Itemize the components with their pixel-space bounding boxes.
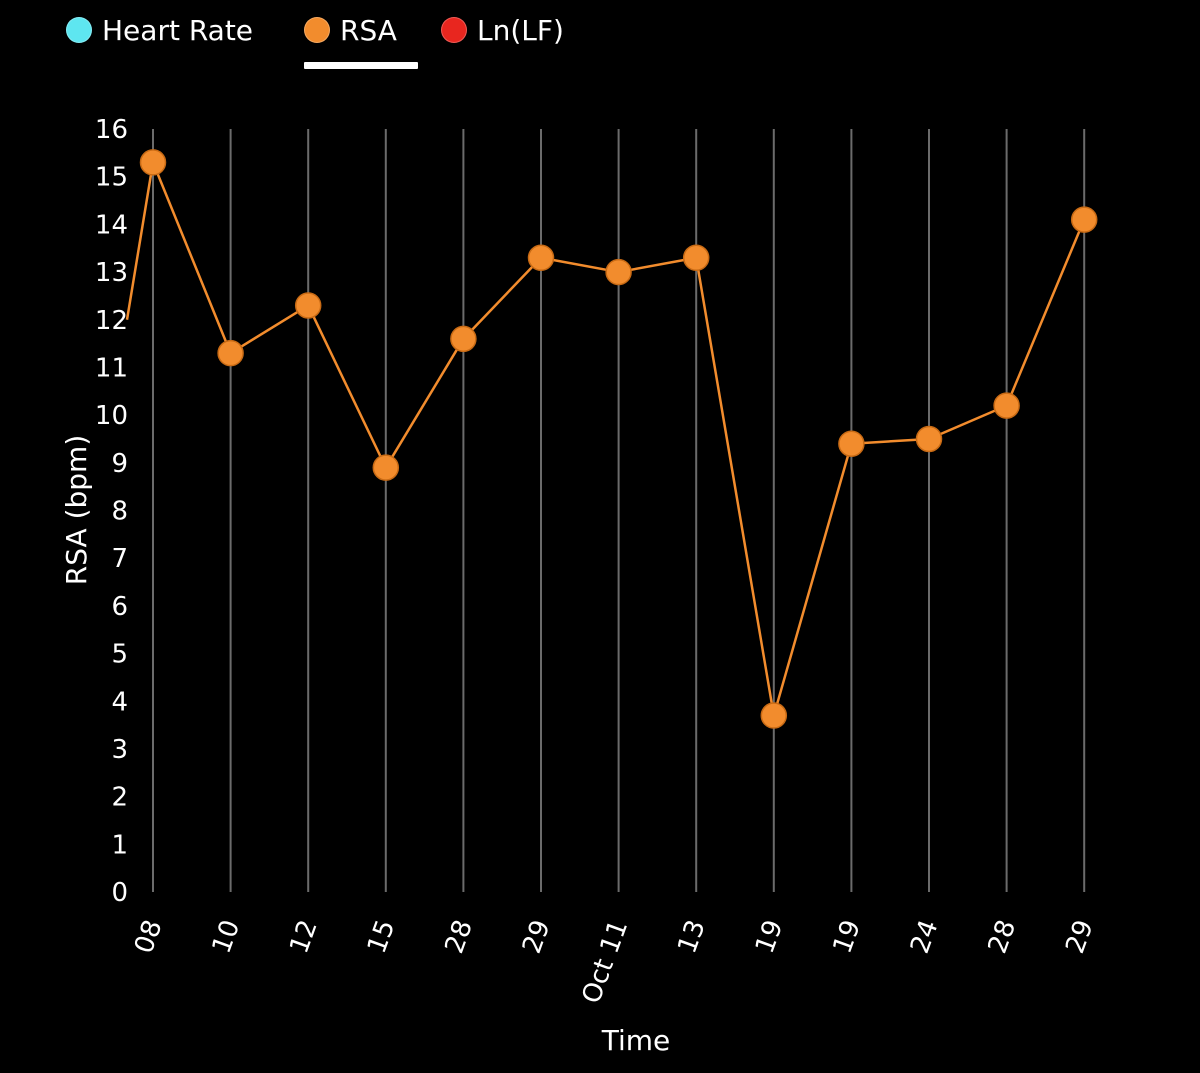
y-tick-label: 4: [111, 687, 128, 717]
y-tick-label: 15: [95, 163, 128, 193]
y-tick-label: 16: [95, 115, 128, 145]
y-tick-label: 7: [111, 544, 128, 574]
x-tick-label: 28: [983, 916, 1023, 957]
tab-rsa[interactable]: RSA: [304, 8, 397, 52]
tab-ln-lf-label: Ln(LF): [477, 13, 564, 47]
rsa-data-point[interactable]: [915, 425, 943, 453]
x-tick-label: 29: [1060, 916, 1100, 957]
rsa-data-point[interactable]: [605, 258, 632, 286]
ln-lf-dot-icon: [441, 17, 467, 43]
rsa-data-point[interactable]: [760, 702, 788, 729]
y-tick-label: 0: [111, 878, 128, 908]
x-tick-label: Oct 11: [576, 916, 634, 1007]
heart-rate-dot-icon: [66, 17, 92, 43]
y-axis-label: RSA (bpm): [60, 435, 93, 585]
rsa-data-point[interactable]: [1070, 206, 1098, 233]
rsa-data-point[interactable]: [993, 392, 1020, 419]
x-tick-label: 08: [129, 916, 169, 957]
y-tick-label: 2: [111, 783, 128, 813]
x-tick-label: 15: [362, 916, 402, 957]
x-tick-label: 19: [827, 916, 867, 957]
x-tick-label: 13: [672, 916, 712, 957]
rsa-data-point[interactable]: [527, 244, 555, 272]
series-rsa: [125, 149, 1098, 729]
y-tick-label: 14: [95, 210, 128, 240]
y-tick-label: 9: [111, 449, 128, 479]
rsa-data-point[interactable]: [450, 325, 477, 353]
x-tick-label: 19: [750, 916, 790, 957]
active-tab-indicator: [304, 62, 418, 69]
x-tick-label: 24: [905, 916, 945, 957]
y-tick-label: 1: [111, 830, 128, 860]
x-tick-label: 12: [284, 916, 324, 957]
rsa-data-point[interactable]: [217, 339, 244, 367]
y-tick-label: 10: [95, 401, 128, 431]
x-axis-label: Time: [601, 1024, 671, 1057]
y-tick-label: 12: [95, 306, 128, 336]
y-tick-label: 13: [95, 258, 128, 288]
y-tick-label: 11: [95, 353, 128, 383]
tab-ln-lf[interactable]: Ln(LF): [441, 8, 564, 52]
x-axis-ticks: 08 10 12 15 28 29 Oct 11 13 19 19 24 28 29: [129, 916, 1100, 1007]
rsa-data-point[interactable]: [682, 244, 710, 272]
y-tick-label: 8: [111, 497, 128, 527]
x-tick-label: 10: [207, 916, 247, 957]
tab-heart-rate-label: Heart Rate: [102, 13, 254, 47]
y-tick-label: 6: [111, 592, 128, 622]
x-tick-label: 28: [439, 916, 479, 957]
rsa-dot-icon: [304, 17, 330, 43]
legend-tabs: Heart Rate RSA Ln(LF): [0, 0, 1200, 80]
x-tick-label: 29: [517, 916, 557, 957]
y-tick-label: 5: [111, 640, 128, 670]
rsa-data-point[interactable]: [372, 454, 400, 481]
tab-heart-rate[interactable]: Heart Rate: [66, 8, 253, 52]
rsa-data-point[interactable]: [139, 149, 167, 176]
rsa-data-point[interactable]: [294, 292, 322, 319]
y-tick-label: 3: [111, 735, 128, 765]
rsa-data-point[interactable]: [838, 430, 865, 457]
tab-rsa-label: RSA: [340, 13, 397, 47]
grid-lines: [152, 129, 1086, 892]
